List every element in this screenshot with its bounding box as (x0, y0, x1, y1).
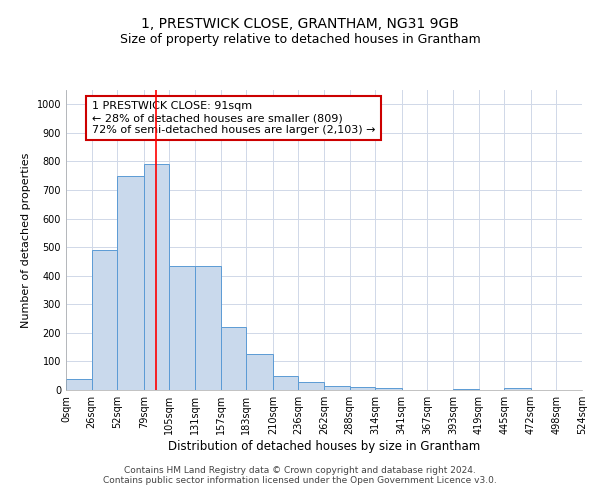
Bar (144, 164, 169, 390)
Bar (66, 378, 92, 390)
Y-axis label: Number of detached properties: Number of detached properties (21, 152, 31, 328)
Bar (246, 354, 273, 390)
X-axis label: Distribution of detached houses by size in Grantham: Distribution of detached houses by size … (168, 440, 480, 453)
Bar (117, 176, 144, 390)
Text: Contains HM Land Registry data © Crown copyright and database right 2024.
Contai: Contains HM Land Registry data © Crown c… (103, 466, 497, 485)
Bar (273, 376, 298, 390)
Bar (375, 388, 402, 390)
Text: 1, PRESTWICK CLOSE, GRANTHAM, NG31 9GB: 1, PRESTWICK CLOSE, GRANTHAM, NG31 9GB (141, 18, 459, 32)
Bar (453, 388, 479, 390)
Bar (221, 327, 246, 390)
Bar (324, 386, 350, 390)
Bar (298, 382, 324, 390)
Text: 1 PRESTWICK CLOSE: 91sqm
← 28% of detached houses are smaller (809)
72% of semi-: 1 PRESTWICK CLOSE: 91sqm ← 28% of detach… (92, 102, 375, 134)
Bar (195, 266, 221, 390)
Bar (92, 250, 117, 390)
Bar (504, 388, 531, 390)
Bar (169, 266, 195, 390)
Bar (350, 386, 375, 390)
Text: Size of property relative to detached houses in Grantham: Size of property relative to detached ho… (119, 32, 481, 46)
